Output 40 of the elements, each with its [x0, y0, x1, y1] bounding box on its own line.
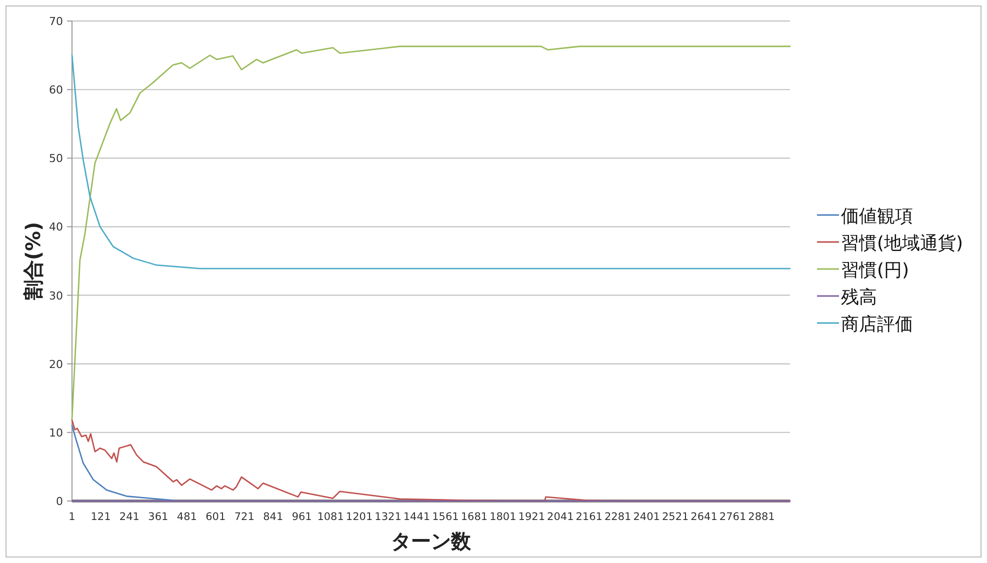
- x-tick-label: 1321: [374, 511, 402, 523]
- legend-label: 商店評価: [841, 314, 913, 335]
- x-tick-label: 1921: [518, 511, 546, 523]
- x-tick-label: 1: [68, 511, 76, 523]
- x-axis-title: ターン数: [391, 529, 472, 553]
- x-tick-label: 1801: [490, 511, 516, 523]
- y-tick-label: 30: [49, 289, 63, 302]
- x-tick-label: 601: [206, 511, 226, 523]
- x-tick-label: 721: [234, 511, 254, 523]
- x-tick-label: 241: [119, 511, 140, 523]
- y-tick-label: 10: [49, 426, 63, 440]
- x-tick-label: 841: [263, 511, 284, 523]
- x-tick-label: 2881: [748, 511, 775, 523]
- x-tick-label: 121: [90, 511, 111, 523]
- y-tick-label: 20: [49, 358, 63, 371]
- x-tick-label: 481: [176, 511, 197, 523]
- x-tick-label: 1201: [346, 511, 373, 523]
- legend-label: 習慣(円): [841, 260, 910, 281]
- x-tick-label: 1681: [460, 511, 488, 523]
- legend-label: 習慣(地域通貨): [841, 233, 964, 254]
- y-tick-label: 50: [49, 152, 63, 166]
- y-tick-label: 40: [49, 220, 63, 234]
- y-tick-label: 70: [49, 15, 63, 28]
- x-tick-label: 1441: [403, 511, 430, 523]
- y-axis-title: 割合(%): [21, 222, 45, 302]
- legend-label: 価値観項: [841, 206, 913, 227]
- x-tick-label: 2521: [662, 511, 689, 523]
- legend-label: 残高: [841, 287, 877, 308]
- x-tick-label: 1081: [317, 511, 344, 523]
- x-tick-label: 2161: [576, 511, 602, 523]
- x-tick-label: 2401: [633, 511, 660, 523]
- y-tick-label: 0: [56, 495, 63, 508]
- x-tick-label: 1561: [432, 511, 459, 523]
- x-tick-label: 961: [292, 511, 312, 523]
- y-tick-label: 60: [49, 84, 63, 97]
- x-tick-label: 2641: [690, 511, 718, 523]
- x-tick-label: 2761: [719, 511, 746, 523]
- x-tick-label: 361: [148, 511, 168, 523]
- x-tick-label: 2281: [604, 511, 632, 523]
- x-tick-label: 2041: [547, 511, 574, 523]
